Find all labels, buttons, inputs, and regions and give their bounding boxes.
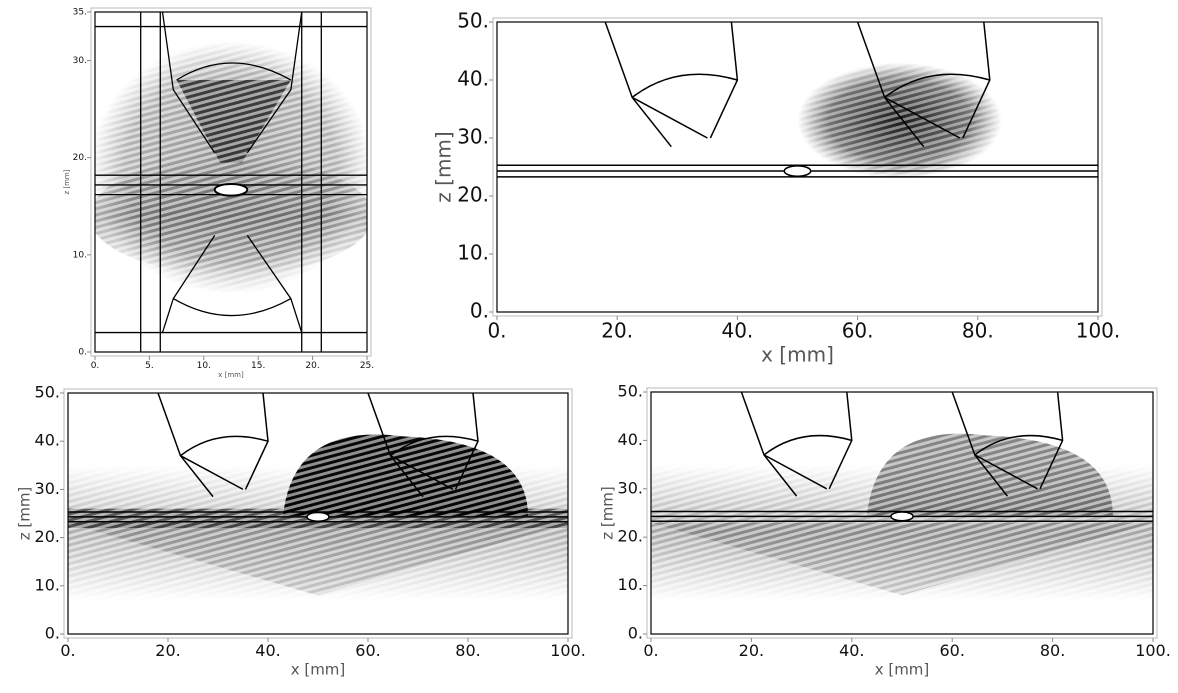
x-tick-label: 40. xyxy=(839,641,864,660)
y-tick-label: 10. xyxy=(457,241,489,265)
y-tick-label: 0. xyxy=(45,624,60,643)
x-tick-label: 20. xyxy=(739,641,764,660)
y-tick-label: 10. xyxy=(35,575,60,594)
x-tick-label: 15. xyxy=(251,361,265,371)
x-tick-label: 80. xyxy=(1040,641,1065,660)
y-tick-label: 30. xyxy=(35,479,60,498)
x-tick-label: 10. xyxy=(197,361,211,371)
wave-field xyxy=(90,12,373,352)
x-tick-label: 100. xyxy=(550,641,586,660)
defect xyxy=(307,513,329,522)
y-axis-label: z [mm] xyxy=(63,169,71,194)
x-tick-label: 0. xyxy=(91,361,100,371)
x-tick-label: 80. xyxy=(962,319,994,343)
x-tick-label: 60. xyxy=(355,641,380,660)
y-tick-label: 40. xyxy=(457,67,489,91)
y-tick-label: 20. xyxy=(73,153,87,163)
y-axis-label: z [mm] xyxy=(432,131,456,202)
x-axis-label: x [mm] xyxy=(291,661,346,679)
y-tick-label: 40. xyxy=(35,431,60,450)
x-tick-label: 20. xyxy=(601,319,633,343)
x-axis-label: x [mm] xyxy=(875,661,930,679)
y-tick-label: 40. xyxy=(618,430,643,449)
y-tick-label: 0. xyxy=(78,348,87,358)
y-tick-label: 20. xyxy=(35,527,60,546)
y-tick-label: 50. xyxy=(457,9,489,33)
defect xyxy=(215,184,248,196)
y-tick-label: 20. xyxy=(457,183,489,207)
x-tick-label: 25. xyxy=(360,361,374,371)
panel: 0. 20. 40. 60. 80. 100. 0. 10. 20. 30. 40. 50. x [mm… xyxy=(15,383,586,679)
x-axis-label: x [mm] xyxy=(761,343,834,367)
x-tick-label: 40. xyxy=(255,641,280,660)
x-tick-label: 5. xyxy=(145,361,154,371)
x-tick-label: 20. xyxy=(305,361,319,371)
y-tick-label: 50. xyxy=(618,382,643,401)
y-tick-label: 30. xyxy=(73,56,87,66)
y-tick-label: 0. xyxy=(470,299,489,323)
x-tick-label: 0. xyxy=(487,319,506,343)
x-tick-label: 60. xyxy=(939,641,964,660)
x-tick-label: 40. xyxy=(721,319,753,343)
y-tick-label: 30. xyxy=(618,478,643,497)
y-axis-label: z [mm] xyxy=(15,487,33,541)
wave-field xyxy=(497,22,1098,312)
panel: 0. 20. 40. 60. 80. 100. 0. 10. 20. 30. 40. 50. x [mm… xyxy=(432,9,1121,367)
panel: 0. 5. 10. 15. 20. 25. 0. 10. 20. 30. 35. x [mm] z [m… xyxy=(63,8,374,380)
defect xyxy=(784,166,810,176)
y-axis-label: z [mm] xyxy=(598,486,616,540)
y-tick-label: 10. xyxy=(73,250,87,260)
x-tick-label: 0. xyxy=(60,641,75,660)
y-tick-label: 35. xyxy=(73,8,87,18)
wave-field xyxy=(651,392,1153,634)
x-tick-label: 20. xyxy=(155,641,180,660)
x-tick-label: 100. xyxy=(1135,641,1171,660)
y-tick-label: 30. xyxy=(457,125,489,149)
defect xyxy=(891,512,913,521)
wave-field xyxy=(68,393,568,634)
x-tick-label: 60. xyxy=(842,319,874,343)
x-tick-label: 100. xyxy=(1076,319,1121,343)
panel: 0. 20. 40. 60. 80. 100. 0. 10. 20. 30. 40. 50. x [mm… xyxy=(598,382,1171,679)
x-axis-label: x [mm] xyxy=(218,371,244,379)
y-tick-label: 0. xyxy=(628,624,643,643)
y-tick-label: 10. xyxy=(618,575,643,594)
y-tick-label: 20. xyxy=(618,527,643,546)
y-tick-label: 50. xyxy=(35,383,60,402)
figure: 0. 5. 10. 15. 20. 25. 0. 10. 20. 30. 35. x [mm] z [m… xyxy=(0,0,1178,693)
x-tick-label: 80. xyxy=(455,641,480,660)
x-tick-label: 0. xyxy=(643,641,658,660)
